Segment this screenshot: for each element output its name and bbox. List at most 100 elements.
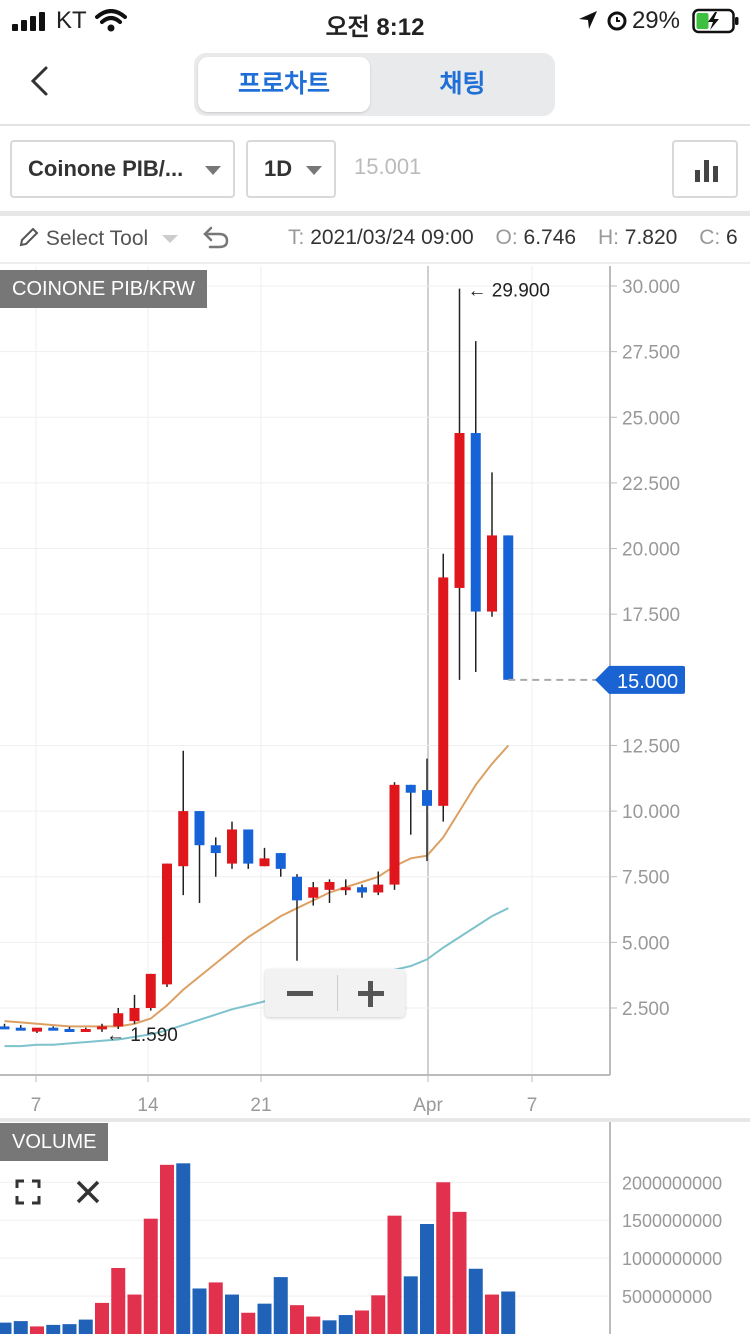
candle [129, 994, 140, 1024]
candle [438, 553, 449, 822]
candle-body [64, 1029, 75, 1033]
candle-body [15, 1027, 26, 1031]
volume-bar [273, 1277, 288, 1334]
volume-bar [403, 1276, 418, 1334]
volume-bar [225, 1294, 239, 1334]
candle [405, 784, 416, 835]
last-price-tag [595, 665, 685, 694]
candle-body [275, 853, 286, 869]
candle-body [389, 784, 400, 885]
candle [80, 1027, 91, 1033]
candle-body [0, 1026, 10, 1030]
candle [162, 863, 172, 987]
candle-body [259, 858, 270, 867]
expand-icon[interactable] [14, 1178, 42, 1206]
volume-bar [46, 1324, 61, 1334]
select-tool-dropdown[interactable]: Select Tool [18, 226, 179, 251]
volume-bar [127, 1294, 142, 1334]
candle-body [357, 887, 367, 893]
volume-bar [192, 1288, 207, 1334]
candle [454, 288, 465, 680]
divider [337, 975, 338, 1011]
candle [227, 821, 237, 869]
tools-row: Select Tool T: 2021/03/24 09:00 O: 6.746… [0, 216, 750, 264]
candle-body [324, 881, 335, 890]
volume-bar [62, 1324, 77, 1334]
volume-bar [371, 1295, 386, 1334]
candle-body [178, 811, 189, 867]
caret-down-icon [162, 235, 179, 243]
candle-body [405, 784, 416, 793]
candle-body [340, 887, 351, 891]
close-icon[interactable] [74, 1178, 102, 1206]
y-tick-label: 22.500 [622, 474, 680, 495]
tab-chat[interactable]: 채팅 [439, 70, 486, 98]
o-label: O: [495, 226, 518, 249]
candle [64, 1026, 75, 1033]
candle-body [454, 433, 465, 588]
ma-short-line [4, 744, 510, 1028]
candle-body [113, 1013, 124, 1027]
volume-bar [306, 1316, 321, 1334]
candle-body [48, 1027, 59, 1031]
y-tick-label: 2.500 [622, 999, 670, 1020]
wifi-icon [95, 9, 127, 32]
zoom-out-button[interactable] [287, 991, 313, 996]
candle [48, 1026, 59, 1031]
volume-bar [468, 1268, 483, 1334]
interval-dropdown[interactable]: 1D [246, 140, 336, 198]
volume-bar [501, 1291, 516, 1334]
candle [308, 881, 319, 906]
t-value: 2021/03/24 09:00 [310, 226, 474, 249]
price-chart[interactable]: 30.000 27.500 25.000 22.500 20.000 17.500 12.5… [0, 266, 750, 1118]
volume-bar [241, 1312, 256, 1334]
candle-body [129, 1008, 140, 1022]
candle [324, 879, 335, 903]
volume-bar [143, 1218, 158, 1334]
o-value: 6.746 [523, 226, 577, 249]
pencil-icon [19, 227, 39, 247]
candle [259, 847, 270, 867]
candle [178, 750, 189, 896]
candle [243, 829, 254, 869]
y-tick-label: 1000000000 [622, 1249, 722, 1269]
location-icon [579, 11, 597, 29]
zoom-control [265, 969, 405, 1017]
tab-prochart[interactable]: 프로차트 [198, 57, 370, 112]
back-button[interactable] [28, 64, 68, 104]
candle [373, 871, 384, 896]
candle-body [162, 863, 172, 985]
symbol-dropdown[interactable]: Coinone PIB/... [10, 140, 235, 198]
candle-body [470, 433, 481, 612]
candle [389, 782, 400, 890]
candle [487, 472, 497, 617]
chart-type-button[interactable] [672, 140, 738, 198]
status-bar: KT 오전 8:12 29% [0, 0, 750, 44]
candle [194, 811, 205, 903]
candle-body [487, 535, 497, 612]
zoom-in-button[interactable] [358, 981, 384, 1007]
interval-label: 1D [264, 156, 293, 181]
volume-bar [111, 1268, 126, 1334]
select-tool-label: Select Tool [45, 227, 149, 250]
battery-percent: 29% [631, 7, 680, 34]
candle [15, 1025, 26, 1031]
candle-body [227, 829, 237, 864]
candle [113, 1008, 124, 1030]
candle-body [438, 577, 449, 806]
volume-chart[interactable]: 2000000000 1500000000 1000000000 500000000 [0, 1118, 750, 1334]
y-tick-label: 27.500 [622, 343, 680, 364]
bar-chart-icon [695, 160, 718, 182]
last-price-label: 15.000 [617, 671, 678, 693]
volume-bar [355, 1310, 369, 1334]
caret-down-icon [205, 166, 221, 175]
volume-bar [257, 1303, 272, 1334]
volume-bar [0, 1322, 12, 1334]
y-tick-label: 17.500 [622, 605, 680, 626]
t-label: T: [288, 226, 305, 249]
c-label: C: [699, 226, 721, 249]
undo-icon[interactable] [202, 224, 230, 250]
volume-bar [485, 1294, 499, 1334]
candle-body [422, 790, 432, 806]
y-tick-label: 5.000 [622, 933, 670, 954]
